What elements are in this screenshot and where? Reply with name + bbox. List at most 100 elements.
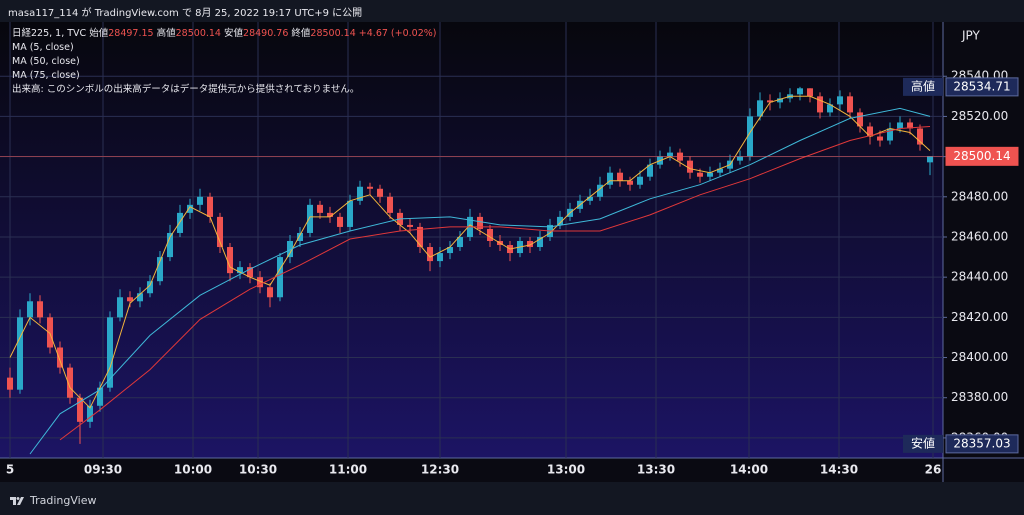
price-tag-value: 28357.03 xyxy=(953,436,1010,450)
candle-body xyxy=(117,297,123,318)
x-tick-label: 13:30 xyxy=(637,463,675,477)
candle-body xyxy=(137,293,143,302)
candle-body xyxy=(587,196,593,201)
x-tick-label: 13:00 xyxy=(547,463,585,477)
ma-line xyxy=(59,126,931,441)
candle-body xyxy=(307,204,313,233)
plot-area xyxy=(0,22,943,458)
candle-body xyxy=(247,267,253,278)
candle-body xyxy=(717,168,723,173)
price-tag-label: 安値 xyxy=(911,435,935,450)
ohlc-label: 高値 xyxy=(156,28,176,39)
x-tick-label: 09:30 xyxy=(84,463,122,477)
ma-line xyxy=(9,95,931,409)
candle-body xyxy=(157,257,163,282)
ohlc-value: 28490.76 xyxy=(243,28,289,39)
candle-body xyxy=(557,216,563,225)
candle-body xyxy=(597,184,603,197)
candle-body xyxy=(707,172,713,177)
candle-body xyxy=(817,96,823,113)
candle-body xyxy=(897,122,903,129)
legend-entry: MA (5, close) xyxy=(12,42,74,53)
candle-body xyxy=(627,180,633,185)
candle-body xyxy=(257,277,263,288)
price-tag-label: 高値 xyxy=(911,78,935,93)
candle-body xyxy=(297,232,303,242)
candle-body xyxy=(317,204,323,213)
candle-body xyxy=(217,216,223,248)
y-tick-label: 28420.00 xyxy=(951,310,1008,324)
x-tick-label: 5 xyxy=(6,463,14,477)
candle-body xyxy=(47,317,53,348)
header-bar xyxy=(0,0,1024,22)
candle-body xyxy=(267,287,273,298)
candle-body xyxy=(647,164,653,177)
candle-body xyxy=(7,377,13,390)
price-tag-value: 28500.14 xyxy=(953,149,1010,163)
candle-body xyxy=(857,112,863,127)
price-tag-box xyxy=(945,77,1019,97)
volume-note: 出来高: このシンボルの出来高データはデータ提供元から提供されておりません。 xyxy=(12,84,360,95)
candle-body xyxy=(487,228,493,242)
price-tag-label-box xyxy=(903,77,943,96)
candle-body xyxy=(207,196,213,217)
y-tick-label: 28460.00 xyxy=(951,229,1008,243)
candle-body xyxy=(337,216,343,227)
candle-body xyxy=(167,232,173,258)
candle-body xyxy=(847,96,853,113)
candle-body xyxy=(227,247,233,274)
x-tick-label: 26 xyxy=(925,463,942,477)
brand-logo xyxy=(10,497,24,505)
time-axis xyxy=(0,458,1024,482)
currency: JPY xyxy=(961,29,981,43)
candle-body xyxy=(927,156,933,163)
candle-body xyxy=(457,236,463,248)
candle-body xyxy=(687,160,693,173)
price-tag-label-box xyxy=(903,434,943,453)
candle-body xyxy=(147,281,153,294)
candle-body xyxy=(837,96,843,105)
candle-body xyxy=(367,186,373,189)
candle-body xyxy=(827,104,833,113)
ohlc-label: 始値 xyxy=(89,28,109,39)
x-tick-label: 14:00 xyxy=(730,463,768,477)
price-tag-box xyxy=(945,434,1019,454)
candle-body xyxy=(197,196,203,205)
candle-body xyxy=(917,128,923,145)
legend-entry: MA (50, close) xyxy=(12,56,80,67)
candle-body xyxy=(417,226,423,248)
candle-body xyxy=(107,317,113,388)
candle-body xyxy=(877,136,883,141)
candle-body xyxy=(447,247,453,254)
candle-body xyxy=(17,317,23,390)
candle-body xyxy=(347,200,353,227)
candle-body xyxy=(607,172,613,185)
candle-body xyxy=(427,247,433,262)
candle-body xyxy=(437,253,443,262)
footer xyxy=(0,482,1024,515)
y-tick-label: 28400.00 xyxy=(951,350,1008,364)
candle-body xyxy=(87,405,93,422)
candle-body xyxy=(637,176,643,185)
candle-body xyxy=(77,397,83,422)
published-note: masa117_114 が TradingView.com で 8月 25, 2… xyxy=(8,8,363,19)
x-tick-label: 14:30 xyxy=(820,463,858,477)
candle-body xyxy=(537,236,543,248)
candle-body xyxy=(747,116,753,157)
legend: 日経225, 1, TVC 始値28497.15 高値28500.14 安値28… xyxy=(12,27,436,97)
ohlc-value: 28500.14 xyxy=(310,28,356,39)
y-tick-label: 28520.00 xyxy=(951,109,1008,123)
candle-body xyxy=(697,172,703,177)
candle-body xyxy=(57,347,63,368)
x-tick-label: 10:00 xyxy=(174,463,212,477)
candle-body xyxy=(327,212,333,217)
y-tick-label: 28440.00 xyxy=(951,270,1008,284)
candle-body xyxy=(867,126,873,137)
candle-body xyxy=(387,196,393,213)
y-tick-label: 28380.00 xyxy=(951,390,1008,404)
candle-body xyxy=(737,156,743,161)
candle-body xyxy=(887,128,893,141)
ma-line xyxy=(29,107,931,455)
